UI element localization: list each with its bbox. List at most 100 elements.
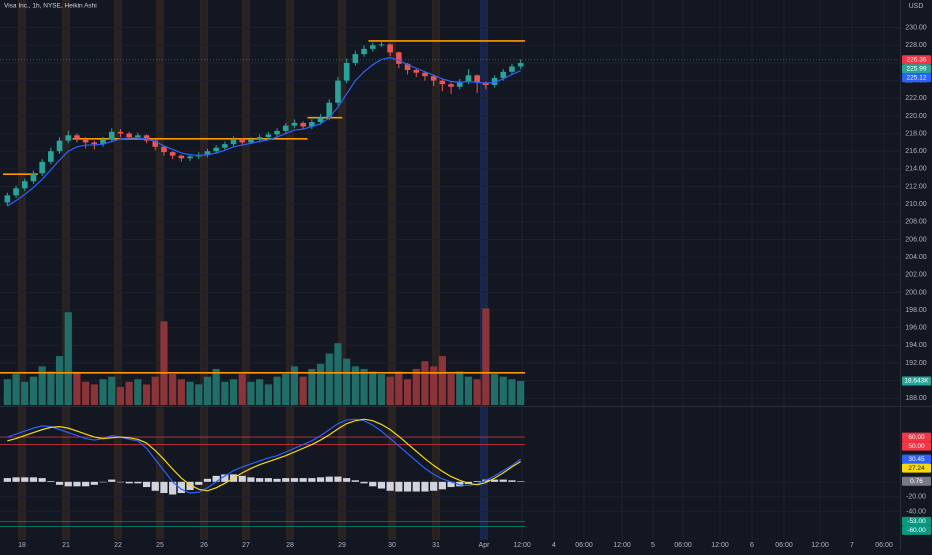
candle-body — [230, 138, 237, 145]
histogram-bar — [403, 481, 412, 492]
candle-body — [239, 138, 246, 143]
price-badge — [902, 441, 931, 451]
price-badge — [902, 73, 931, 83]
volume-bar — [290, 366, 299, 405]
histogram-bar — [29, 477, 38, 482]
price-badge-label: 60.00 — [908, 434, 925, 441]
candle-body — [387, 44, 393, 53]
candle-body — [404, 63, 411, 71]
volume-bar — [203, 376, 212, 405]
x-tick-label: 12:00 — [613, 542, 631, 549]
candle-body — [82, 138, 89, 143]
histogram-bar — [47, 481, 55, 482]
histogram-bar — [169, 481, 177, 495]
candle-body — [430, 76, 437, 81]
x-tick-label: 06:00 — [875, 542, 893, 549]
price-badge — [902, 463, 931, 473]
grid — [0, 0, 900, 540]
volume-bar — [256, 379, 264, 405]
y-tick-label: 202.00 — [905, 272, 927, 279]
volume-bar — [464, 376, 473, 405]
volume-bar — [308, 368, 316, 405]
y-tick-label: 222.00 — [905, 95, 927, 102]
candle-body — [265, 134, 272, 138]
volume-bar — [421, 361, 429, 405]
histogram-bar — [325, 476, 333, 482]
candle-body — [21, 181, 28, 189]
candle-body — [378, 44, 385, 46]
histogram-bar — [203, 478, 212, 482]
y-tick-label: 188.00 — [905, 395, 927, 402]
candle-body — [117, 131, 124, 134]
volume-bar — [116, 386, 125, 405]
price-badge — [902, 516, 931, 526]
volume-bar — [482, 308, 490, 405]
histogram-bar — [290, 478, 299, 482]
histogram-bar — [3, 478, 11, 482]
candle-body — [509, 66, 515, 72]
currency: USD — [909, 3, 924, 10]
volume-bar — [142, 384, 151, 405]
histogram-bar — [499, 479, 507, 482]
histogram-bar — [73, 481, 81, 487]
candle-body — [204, 151, 211, 155]
y-tick-label: 198.00 — [905, 307, 927, 314]
candle-body — [448, 84, 454, 87]
volume-bar — [21, 381, 29, 405]
volume-bar — [238, 374, 246, 405]
volume-bar — [47, 371, 55, 405]
volume-bar — [490, 374, 499, 405]
volume-bar — [195, 384, 203, 405]
volume-bar — [99, 379, 107, 405]
candle-body — [100, 139, 106, 145]
volume-bar — [369, 371, 377, 405]
histogram-bar — [116, 481, 125, 483]
histogram-bar — [517, 481, 525, 482]
candle-body — [343, 62, 350, 81]
histogram-bar — [386, 481, 394, 491]
volume-bar — [221, 381, 229, 405]
histogram-bar — [334, 476, 342, 482]
candle-body — [274, 130, 280, 135]
x-tick-label: 06:00 — [575, 542, 593, 549]
candle-body — [248, 139, 254, 143]
volume-bar — [12, 374, 20, 405]
volume-bar — [334, 343, 342, 405]
histogram-bar — [212, 475, 220, 482]
histogram-bar — [151, 481, 159, 491]
volume-bar — [29, 376, 38, 405]
x-tick-label: 6 — [750, 542, 754, 549]
volume-bar — [456, 371, 464, 405]
volume-bar — [508, 379, 516, 405]
volume-bar — [316, 363, 325, 405]
candle-body — [500, 71, 507, 78]
histogram-bar — [351, 480, 359, 482]
x-tick-label: 5 — [651, 542, 655, 549]
candle-body — [152, 140, 159, 147]
histogram-bar — [12, 477, 20, 482]
volume-bar — [38, 366, 46, 405]
osc-tick-label: -20.00 — [906, 494, 926, 501]
histogram-bar — [508, 480, 516, 482]
candle-body — [30, 173, 37, 182]
histogram-bar — [256, 478, 264, 482]
volume-bar — [360, 368, 368, 405]
y-tick-label: 210.00 — [905, 201, 927, 208]
histogram-bar — [21, 477, 29, 482]
volume-bar — [90, 384, 98, 405]
histogram-bar — [308, 478, 316, 482]
candle-body — [439, 80, 446, 85]
price-badge — [902, 525, 931, 535]
histogram-bar — [108, 479, 116, 482]
volume-bar — [447, 374, 455, 405]
volume-bar — [377, 374, 386, 405]
volume-bar — [247, 381, 255, 405]
price-badge-label: 30.45 — [908, 456, 925, 463]
volume-bar — [343, 358, 351, 405]
histogram-bar — [99, 481, 107, 483]
candle-body — [178, 155, 185, 159]
histogram-bar — [273, 478, 281, 482]
volume-bar — [125, 381, 133, 405]
candle-body — [352, 54, 359, 63]
histogram-bar — [395, 481, 403, 492]
